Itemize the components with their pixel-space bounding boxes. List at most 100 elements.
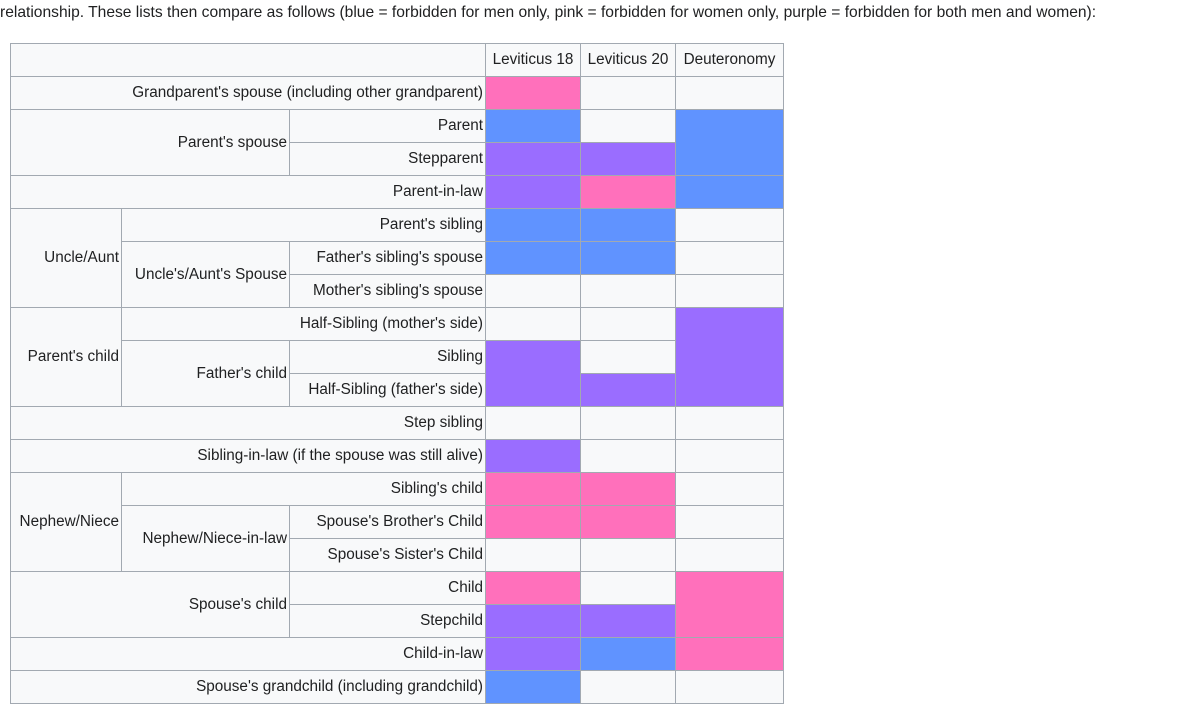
cell-spouse-grandchild-lev18 [485, 670, 581, 704]
table-row: Parent's child Half-Sibling (mother's si… [10, 307, 784, 407]
table-row: Nephew/Niece Sibling's child [10, 472, 784, 572]
cell-sibling-child-lev20 [580, 472, 676, 506]
label-father-sibling-spouse: Father's sibling's spouse [289, 241, 486, 275]
cell-step-sibling-lev18 [485, 406, 581, 440]
cell-child-in-law-deut [675, 637, 784, 671]
cell-half-sibling-father-lev20 [580, 373, 676, 407]
label-uncle-aunt: Uncle/Aunt [10, 208, 122, 308]
label-child-in-law: Child-in-law [10, 637, 486, 671]
cell-sibling-group-deut [675, 307, 784, 407]
cell-spouse-grandchild-lev20 [580, 670, 676, 704]
label-nephew-niece: Nephew/Niece [10, 472, 122, 572]
cell-sibling-lev18 [485, 340, 581, 407]
table-row: Spouse's Sister's Child [11, 538, 784, 572]
cell-spouse-sister-child-lev20 [580, 538, 676, 572]
cell-grandparent-spouse-deut [675, 76, 784, 110]
cell-spouse-grandchild-deut [675, 670, 784, 704]
label-father-child: Father's child [121, 340, 290, 407]
cell-half-sibling-mother-lev20 [580, 307, 676, 341]
table-row: Stepparent [11, 142, 784, 176]
cell-sibling-child-deut [675, 472, 784, 506]
cell-parent-lev18 [485, 109, 581, 143]
cell-sibling-child-lev18 [485, 472, 581, 506]
label-stepparent: Stepparent [289, 142, 486, 176]
label-parent-child: Parent's child [10, 307, 122, 407]
label-spouse-child: Spouse's child [10, 571, 290, 638]
header-leviticus-18: Leviticus 18 [485, 43, 581, 77]
table-row: Uncle/Aunt Parent's sibling [10, 208, 784, 308]
cell-grandparent-spouse-lev18 [485, 76, 581, 110]
table-row: Parent-in-law [10, 175, 784, 209]
cell-parent-stepparent-deut [675, 109, 784, 176]
cell-sibling-in-law-lev20 [580, 439, 676, 473]
cell-mother-sibling-spouse-deut [675, 274, 784, 308]
cell-parent-sibling-lev20 [580, 208, 676, 242]
cell-stepchild-lev20 [580, 604, 676, 638]
table-row: Uncle's/Aunt's Spouse Father's sibling's… [11, 241, 784, 308]
cell-parent-in-law-lev20 [580, 175, 676, 209]
cell-sibling-in-law-lev18 [485, 439, 581, 473]
header-deuteronomy: Deuteronomy [675, 43, 784, 77]
cell-stepparent-lev18 [485, 142, 581, 176]
cell-spouse-brother-child-deut [675, 505, 784, 539]
cell-father-sibling-spouse-deut [675, 241, 784, 275]
label-grandparent-spouse: Grandparent's spouse (including other gr… [10, 76, 486, 110]
cell-spouse-sister-child-deut [675, 538, 784, 572]
table-row: Grandparent's spouse (including other gr… [10, 76, 784, 110]
table-row: Spouse's child Child [10, 571, 784, 638]
cell-grandparent-spouse-lev20 [580, 76, 676, 110]
cell-half-sibling-mother-lev18 [485, 307, 581, 341]
cell-sibling-lev20 [580, 340, 676, 374]
label-sibling-child: Sibling's child [121, 472, 486, 506]
cell-sibling-in-law-deut [675, 439, 784, 473]
cell-step-sibling-lev20 [580, 406, 676, 440]
cell-child-in-law-lev18 [485, 637, 581, 671]
cell-spouse-brother-child-lev20 [580, 505, 676, 539]
label-nephew-niece-in-law: Nephew/Niece-in-law [121, 505, 290, 572]
header-row: Leviticus 18 Leviticus 20 Deuteronomy [10, 43, 784, 77]
label-parent: Parent [289, 109, 486, 143]
label-parent-in-law: Parent-in-law [10, 175, 486, 209]
label-half-sibling-father: Half-Sibling (father's side) [289, 373, 486, 407]
table-row: Nephew/Niece-in-law Spouse's Brother's C… [11, 505, 784, 572]
cell-parent-sibling-deut [675, 208, 784, 242]
label-parent-sibling: Parent's sibling [121, 208, 486, 242]
cell-parent-sibling-lev18 [485, 208, 581, 242]
label-parent-spouse: Parent's spouse [10, 109, 290, 176]
label-spouse-grandchild: Spouse's grandchild (including grandchil… [10, 670, 486, 704]
table-row: Spouse's grandchild (including grandchil… [10, 670, 784, 704]
cell-father-sibling-spouse-lev18 [485, 241, 581, 275]
cell-parent-in-law-deut [675, 175, 784, 209]
cell-child-lev20 [580, 571, 676, 605]
cell-child-in-law-lev20 [580, 637, 676, 671]
cell-parent-lev20 [580, 109, 676, 143]
table-row: Father's child Sibling [11, 340, 784, 407]
header-blank [10, 43, 486, 77]
cell-spouse-brother-child-lev18 [485, 505, 581, 539]
label-stepchild: Stepchild [289, 604, 486, 638]
table-row: Step sibling [10, 406, 784, 440]
cell-spouse-sister-child-lev18 [485, 538, 581, 572]
intro-text: relationship. These lists then compare a… [0, 4, 1097, 21]
cell-mother-sibling-spouse-lev20 [580, 274, 676, 308]
cell-parent-in-law-lev18 [485, 175, 581, 209]
header-leviticus-20: Leviticus 20 [580, 43, 676, 77]
label-child: Child [289, 571, 486, 605]
label-sibling-in-law: Sibling-in-law (if the spouse was still … [10, 439, 486, 473]
table-row: Half-Sibling (father's side) [11, 373, 784, 407]
cell-step-sibling-deut [675, 406, 784, 440]
label-uncle-aunt-spouse: Uncle's/Aunt's Spouse [121, 241, 290, 308]
table-row: Sibling-in-law (if the spouse was still … [10, 439, 784, 473]
table-row: Stepchild [11, 604, 784, 638]
cell-child-stepchild-deut [675, 571, 784, 638]
label-half-sibling-mother: Half-Sibling (mother's side) [121, 307, 486, 341]
label-sibling: Sibling [289, 340, 486, 374]
label-step-sibling: Step sibling [10, 406, 486, 440]
table-row: Parent's spouse Parent [10, 109, 784, 176]
cell-child-lev18 [485, 571, 581, 605]
label-spouse-brother-child: Spouse's Brother's Child [289, 505, 486, 539]
cell-stepchild-lev18 [485, 604, 581, 638]
label-spouse-sister-child: Spouse's Sister's Child [289, 538, 486, 572]
cell-stepparent-lev20 [580, 142, 676, 176]
table-row: Child-in-law [10, 637, 784, 671]
